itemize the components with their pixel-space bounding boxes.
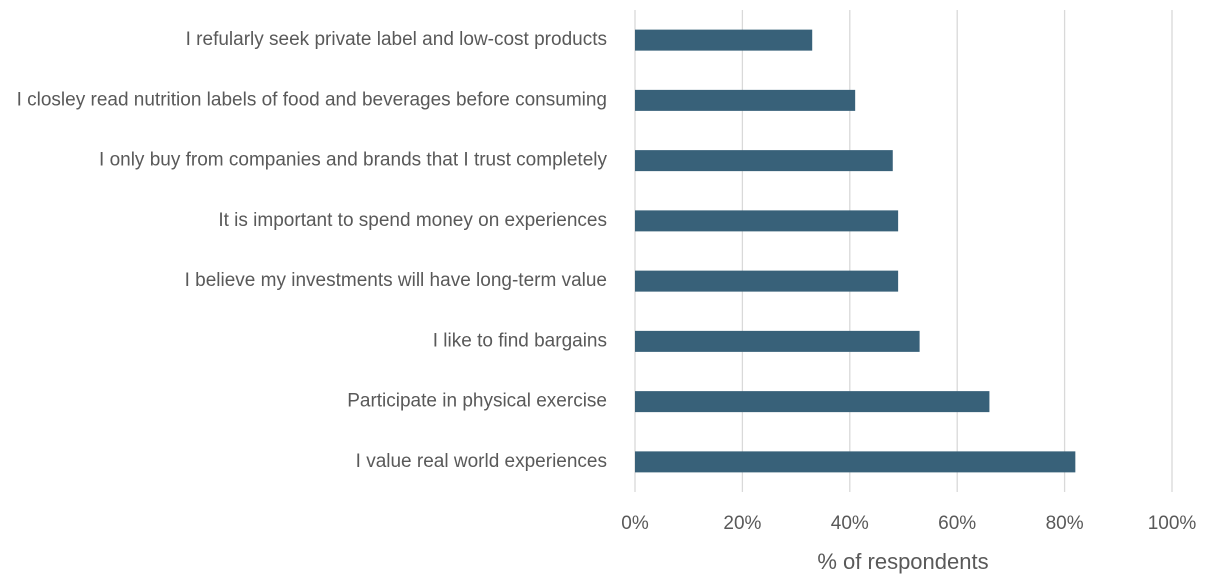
y-tick-label: I refularly seek private label and low-c… bbox=[186, 29, 607, 50]
y-tick-label: I only buy from companies and brands tha… bbox=[99, 150, 607, 171]
bar bbox=[635, 29, 813, 51]
bar bbox=[635, 270, 899, 292]
x-tick-label: 60% bbox=[938, 513, 976, 534]
y-tick-label: I believe my investments will have long-… bbox=[185, 270, 607, 291]
y-tick-label: It is important to spend money on experi… bbox=[218, 210, 607, 231]
x-tick-label: 40% bbox=[831, 513, 869, 534]
x-tick-label: 20% bbox=[723, 513, 761, 534]
y-tick-label: I value real world experiences bbox=[356, 451, 607, 472]
x-tick-label: 80% bbox=[1046, 513, 1084, 534]
y-tick-label: I closley read nutrition labels of food … bbox=[17, 89, 607, 110]
x-tick-label: 0% bbox=[621, 513, 649, 534]
y-tick-label: I like to find bargains bbox=[433, 330, 607, 351]
x-tick-label: 100% bbox=[1148, 513, 1197, 534]
bar bbox=[635, 451, 1076, 473]
x-axis-title: % of respondents bbox=[817, 549, 988, 574]
bar bbox=[635, 150, 893, 172]
bar bbox=[635, 330, 920, 352]
bar bbox=[635, 210, 899, 232]
bar bbox=[635, 391, 990, 413]
y-tick-label: Participate in physical exercise bbox=[347, 391, 607, 412]
bar bbox=[635, 89, 856, 111]
